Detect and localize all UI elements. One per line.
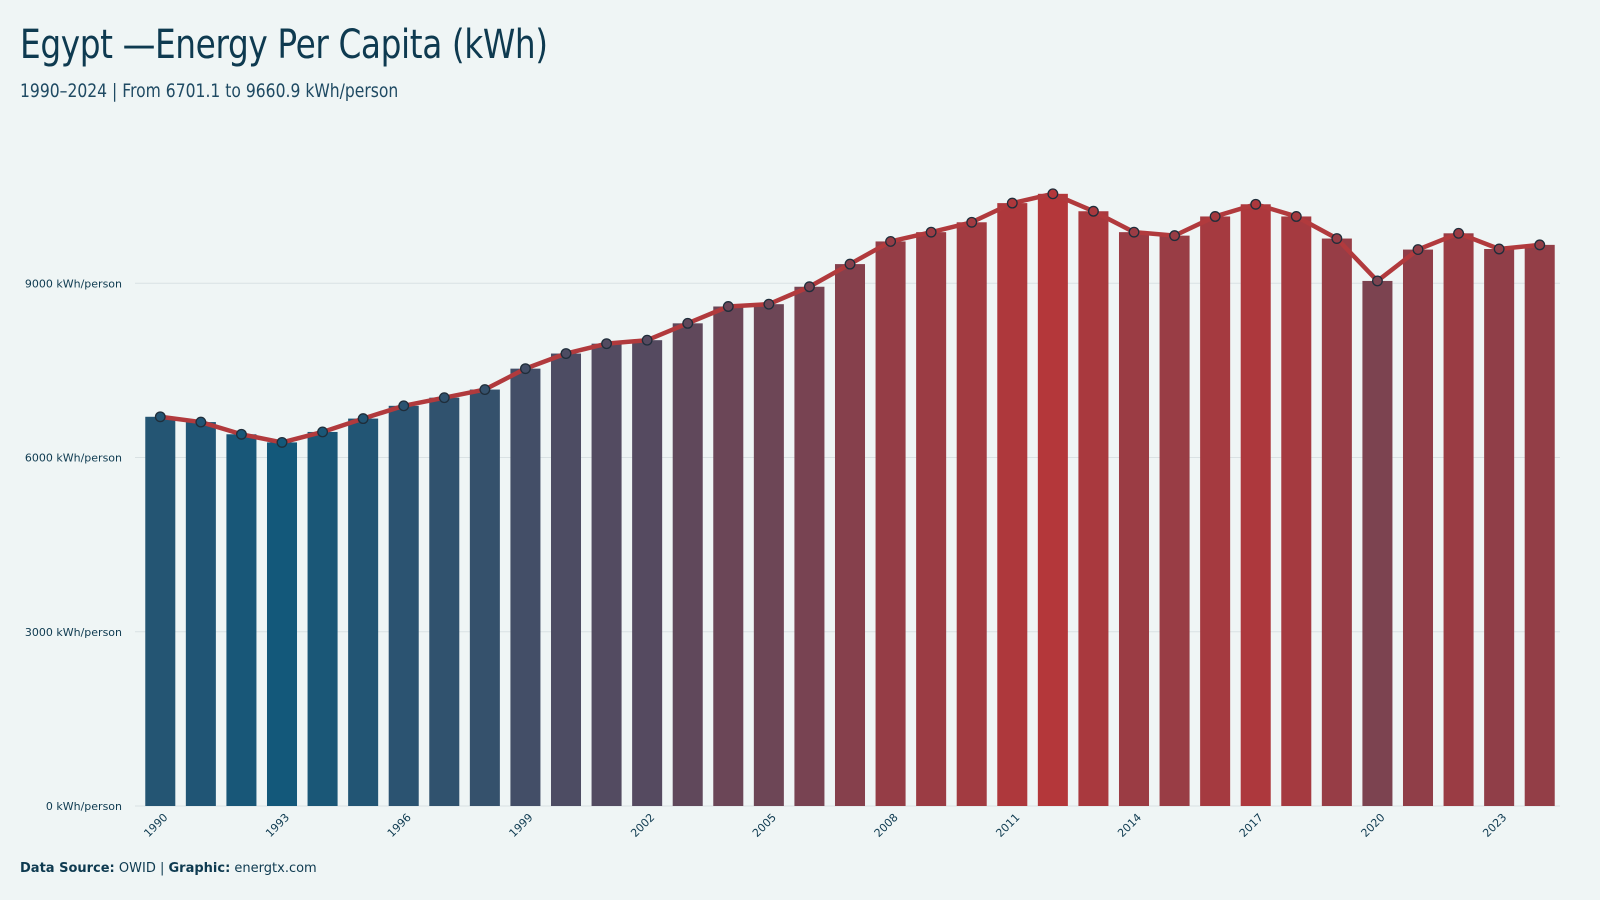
- bar: [1118, 232, 1150, 806]
- y-tick-label: 6000 kWh/person: [25, 452, 122, 465]
- data-point: [276, 436, 288, 448]
- x-tick-label: 2002: [628, 811, 657, 840]
- graphic-value: energtx.com: [234, 861, 317, 876]
- data-point: [560, 348, 572, 359]
- x-tick-label: 2008: [872, 811, 901, 840]
- bar: [510, 368, 541, 806]
- bar: [429, 397, 460, 806]
- y-tick-label: 3000 kWh/person: [25, 626, 122, 639]
- bar: [713, 306, 744, 806]
- data-point: [438, 392, 450, 404]
- x-tick-label: 2017: [1237, 811, 1266, 840]
- data-point: [154, 411, 166, 423]
- data-point: [195, 416, 207, 428]
- bar: [1362, 280, 1393, 806]
- bar: [753, 304, 784, 806]
- bar: [469, 389, 500, 806]
- bar: [1321, 238, 1352, 806]
- bar: [794, 286, 825, 806]
- data-point: [1331, 233, 1343, 244]
- bar: [1443, 233, 1474, 807]
- data-point: [1209, 211, 1221, 222]
- data-point: [479, 384, 491, 396]
- x-tick-label: 2023: [1480, 811, 1509, 840]
- data-point: [519, 363, 531, 375]
- data-point: [357, 413, 369, 425]
- data-point: [317, 426, 329, 438]
- x-tick-label: 1993: [263, 811, 292, 840]
- bar: [185, 422, 216, 806]
- data-point: [235, 428, 247, 440]
- data-point: [763, 298, 775, 310]
- data-point: [1169, 230, 1181, 242]
- bar: [997, 203, 1028, 807]
- footer-credits: Data Source: OWID | Graphic: energtx.com: [20, 861, 317, 876]
- x-tick-label: 1999: [507, 811, 536, 840]
- data-point: [803, 281, 815, 293]
- data-point: [1493, 243, 1505, 255]
- bar: [875, 241, 906, 806]
- x-tick-label: 1990: [141, 811, 170, 840]
- source-label: Data Source:: [20, 861, 115, 876]
- bar-series: [145, 193, 1555, 807]
- data-point: [966, 216, 978, 228]
- graphic-label: Graphic:: [168, 861, 231, 876]
- data-point: [844, 258, 856, 270]
- data-point: [1006, 197, 1018, 209]
- data-point: [925, 226, 937, 238]
- y-tick-label: 9000 kWh/person: [25, 277, 122, 290]
- data-point: [1412, 244, 1424, 256]
- bar: [1240, 204, 1271, 806]
- x-tick-label: 2005: [750, 811, 779, 840]
- bar: [1200, 216, 1231, 806]
- bar: [550, 353, 582, 806]
- bar: [348, 418, 379, 806]
- bar: [834, 264, 866, 806]
- x-tick-label: 2014: [1115, 811, 1144, 840]
- chart-subtitle: 1990–2024 | From 6701.1 to 9660.9 kWh/pe…: [20, 80, 399, 102]
- data-point: [885, 235, 897, 247]
- bar: [388, 405, 419, 806]
- x-tick-label: 1996: [385, 811, 414, 840]
- source-value: OWID |: [118, 861, 165, 876]
- bar: [672, 323, 703, 806]
- bar: [956, 222, 987, 806]
- bar: [1484, 248, 1515, 807]
- data-point: [1250, 198, 1262, 210]
- data-point: [682, 317, 694, 329]
- x-axis: 1990 1993 1996 1999 2002 2005 2008 2011 2014 2017…: [141, 811, 1509, 840]
- bar: [1524, 244, 1555, 806]
- data-point: [1290, 211, 1302, 222]
- data-point: [1047, 188, 1059, 200]
- bar: [1281, 216, 1312, 806]
- bar: [916, 232, 947, 806]
- bar: [1037, 193, 1068, 806]
- y-axis: 0 kWh/person 3000 kWh/person 6000 kWh/pers…: [25, 277, 122, 813]
- x-tick-label: 2011: [993, 811, 1022, 840]
- bar: [1402, 249, 1434, 806]
- data-point: [722, 301, 734, 312]
- data-point: [1453, 227, 1465, 239]
- bar: [1159, 235, 1190, 806]
- bar: [266, 442, 298, 806]
- bar: [1078, 211, 1109, 807]
- data-point: [601, 338, 613, 350]
- line-points: [154, 188, 1546, 448]
- bar: [145, 416, 176, 806]
- bar: [591, 343, 622, 806]
- data-point: [1534, 239, 1546, 251]
- data-point: [641, 334, 653, 346]
- data-point: [1371, 275, 1383, 287]
- data-point: [1087, 205, 1099, 217]
- y-tick-label: 0 kWh/person: [46, 800, 122, 813]
- bar: [226, 434, 257, 806]
- bar: [632, 340, 663, 806]
- chart-title: Egypt —Energy Per Capita (kWh): [20, 22, 548, 68]
- data-point: [398, 400, 410, 412]
- x-tick-label: 2020: [1359, 811, 1388, 840]
- data-point: [1128, 226, 1140, 238]
- bar: [307, 431, 338, 806]
